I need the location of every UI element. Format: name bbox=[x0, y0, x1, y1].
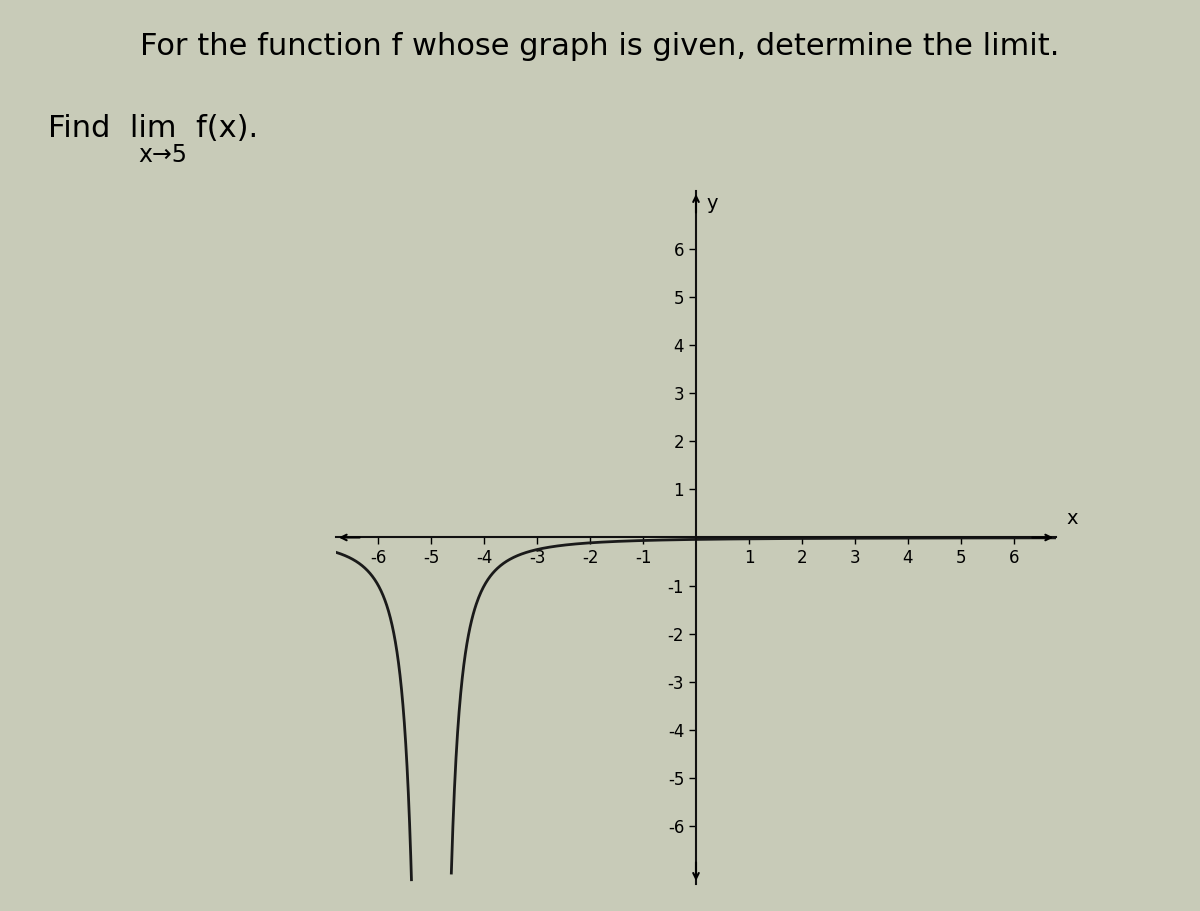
Text: x→5: x→5 bbox=[138, 143, 187, 167]
Text: x: x bbox=[1067, 509, 1078, 527]
Text: For the function f whose graph is given, determine the limit.: For the function f whose graph is given,… bbox=[140, 32, 1060, 61]
Text: Find  lim  f(x).: Find lim f(x). bbox=[48, 114, 258, 143]
Text: y: y bbox=[707, 194, 718, 212]
